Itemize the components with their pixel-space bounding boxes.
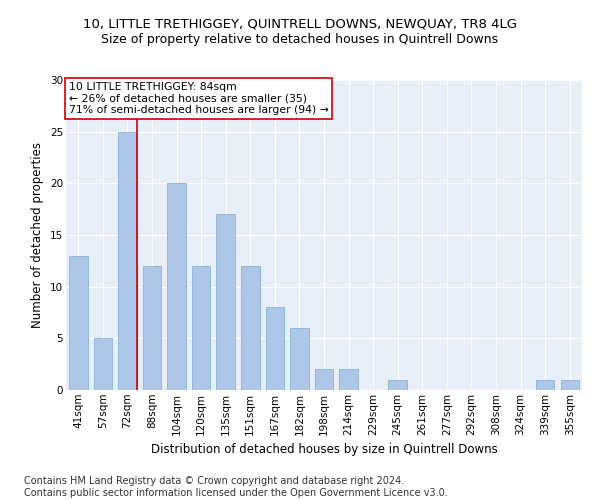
Bar (315, 370, 333, 390)
Text: Size of property relative to detached houses in Quintrell Downs: Size of property relative to detached ho… (101, 32, 499, 46)
Text: Contains HM Land Registry data © Crown copyright and database right 2024.
Contai: Contains HM Land Registry data © Crown c… (24, 476, 448, 498)
Bar (560, 380, 579, 390)
Bar (536, 380, 554, 390)
Bar (94, 338, 112, 390)
Bar (266, 308, 284, 390)
Bar (217, 214, 235, 390)
Bar (389, 380, 407, 390)
Bar (143, 266, 161, 390)
Bar (69, 256, 88, 390)
Bar (290, 328, 308, 390)
Bar (340, 370, 358, 390)
Text: 10 LITTLE TRETHIGGEY: 84sqm
← 26% of detached houses are smaller (35)
71% of sem: 10 LITTLE TRETHIGGEY: 84sqm ← 26% of det… (68, 82, 328, 115)
Text: 10, LITTLE TRETHIGGEY, QUINTRELL DOWNS, NEWQUAY, TR8 4LG: 10, LITTLE TRETHIGGEY, QUINTRELL DOWNS, … (83, 18, 517, 30)
Bar (241, 266, 260, 390)
Bar (118, 132, 137, 390)
X-axis label: Distribution of detached houses by size in Quintrell Downs: Distribution of detached houses by size … (151, 443, 497, 456)
Bar (167, 184, 186, 390)
Bar (192, 266, 211, 390)
Y-axis label: Number of detached properties: Number of detached properties (31, 142, 44, 328)
